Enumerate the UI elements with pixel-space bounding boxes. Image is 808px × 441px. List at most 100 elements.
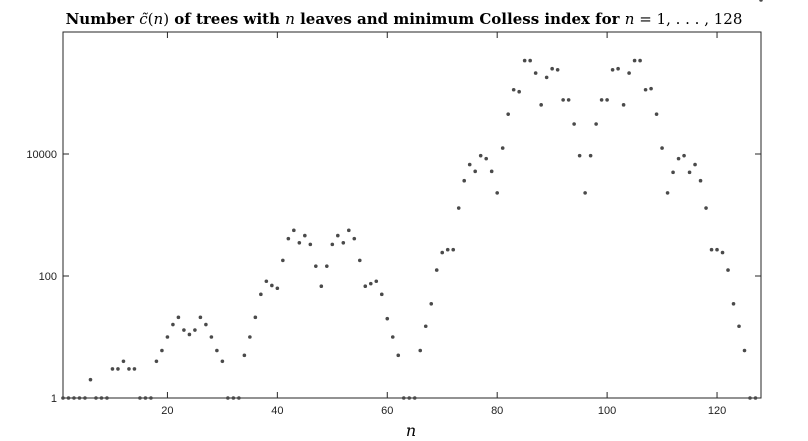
- data-point: [594, 122, 598, 126]
- data-point: [698, 178, 703, 183]
- data-point: [341, 241, 346, 245]
- data-point: [143, 396, 148, 400]
- title-suffix: leaves and minimum Colless index for: [295, 10, 625, 28]
- data-point: [66, 396, 71, 400]
- data-point: [187, 332, 192, 337]
- data-point: [715, 247, 719, 252]
- data-point: [357, 258, 362, 263]
- data-point: [281, 258, 285, 263]
- x-tick-label: 40: [271, 405, 283, 417]
- data-point: [390, 335, 395, 339]
- data-point: [226, 396, 230, 400]
- data-point: [577, 153, 582, 158]
- data-point: [753, 396, 758, 400]
- data-point: [621, 103, 626, 107]
- title-c-tilde: c̃: [139, 10, 148, 28]
- data-point: [682, 153, 686, 158]
- data-point: [539, 103, 543, 107]
- data-point: [193, 328, 197, 332]
- data-point: [671, 170, 675, 175]
- data-point: [605, 98, 609, 102]
- x-axis-ticks: 20 40 60 80 100 120: [161, 32, 726, 417]
- data-point: [138, 396, 142, 400]
- data-point: [517, 89, 521, 94]
- data-point: [264, 279, 269, 284]
- data-point: [561, 98, 565, 102]
- data-point: [105, 396, 109, 400]
- data-point: [116, 367, 120, 371]
- data-point: [248, 335, 252, 339]
- data-point: [654, 112, 659, 116]
- data-point: [533, 71, 538, 75]
- data-point: [473, 169, 478, 174]
- data-point: [379, 292, 384, 297]
- title-c-arg-n: n: [154, 10, 164, 28]
- data-point: [759, 0, 763, 2]
- data-point: [220, 359, 225, 364]
- data-point: [544, 75, 549, 80]
- data-point: [209, 335, 214, 339]
- data-point: [154, 359, 159, 364]
- y-tick-label: 1: [51, 393, 57, 405]
- data-point: [215, 348, 219, 353]
- data-point: [462, 178, 467, 183]
- data-point: [445, 247, 450, 252]
- data-point: [451, 247, 456, 252]
- data-point: [385, 316, 390, 321]
- data-point: [352, 236, 357, 241]
- data-point: [182, 328, 186, 332]
- data-point: [204, 322, 208, 327]
- title-prefix: Number: [66, 10, 140, 28]
- data-point: [693, 162, 697, 167]
- data-point: [495, 191, 499, 195]
- data-point: [583, 191, 587, 195]
- data-point: [412, 396, 417, 400]
- data-point: [336, 233, 340, 238]
- data-point: [325, 264, 329, 268]
- data-point: [83, 396, 87, 400]
- data-point: [616, 66, 620, 71]
- data-point: [198, 315, 203, 320]
- data-point: [314, 264, 318, 268]
- y-tick-label: 100: [39, 271, 57, 283]
- data-point: [110, 367, 115, 371]
- x-tick-label: 100: [598, 405, 616, 417]
- data-point: [160, 348, 164, 353]
- data-point: [456, 206, 461, 210]
- data-point: [500, 146, 505, 150]
- data-point: [171, 322, 175, 327]
- data-point: [638, 58, 642, 63]
- data-point: [434, 268, 439, 272]
- data-point: [506, 112, 510, 116]
- data-point: [489, 169, 494, 174]
- title-n-symbol: n: [285, 10, 295, 28]
- data-point: [643, 87, 648, 92]
- data-point: [555, 68, 560, 72]
- data-point: [88, 377, 93, 382]
- y-tick-label: 10000: [26, 149, 57, 161]
- data-point: [731, 302, 736, 306]
- data-point: [292, 228, 296, 233]
- data-point: [649, 86, 653, 91]
- chart-title: Number c̃(n) of trees with n leaves and …: [66, 10, 743, 28]
- plot-frame: [62, 31, 762, 399]
- data-point: [588, 153, 593, 158]
- data-point: [347, 228, 351, 233]
- data-point: [566, 98, 571, 102]
- data-point: [259, 292, 263, 297]
- data-point: [374, 279, 379, 284]
- data-point: [407, 396, 412, 400]
- data-point: [484, 156, 489, 161]
- data-point: [319, 284, 324, 289]
- data-point: [737, 324, 741, 329]
- data-point: [132, 367, 137, 371]
- data-point: [665, 191, 670, 195]
- data-point: [660, 146, 664, 150]
- data-point: [303, 233, 307, 238]
- data-point: [286, 236, 291, 241]
- data-point: [478, 153, 483, 158]
- data-point: [308, 242, 313, 247]
- data-point: [676, 156, 681, 161]
- data-point: [237, 396, 241, 400]
